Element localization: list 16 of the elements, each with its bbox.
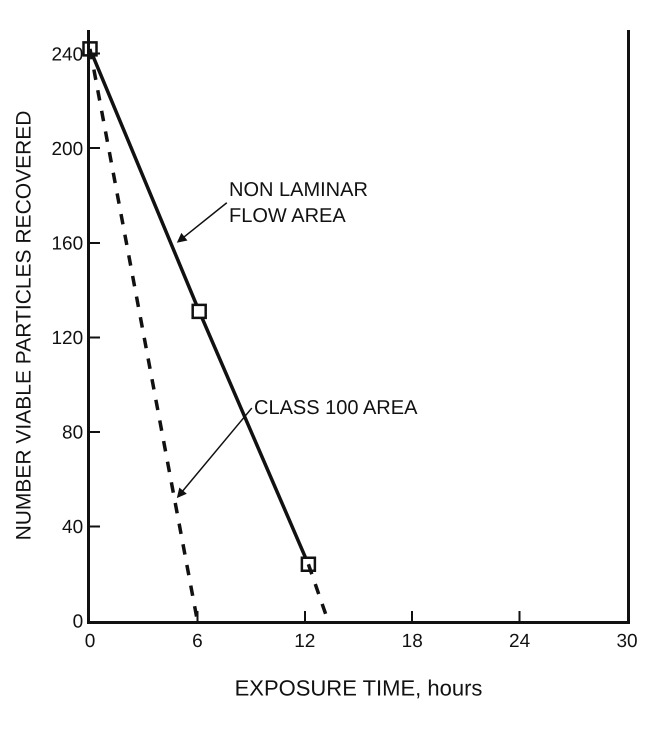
x-tick-label: 12 [294, 630, 316, 652]
x-axis-title: EXPOSURE TIME, hours [234, 676, 482, 701]
y-tick-label: 80 [62, 422, 84, 444]
annotation: CLASS 100 AREA [254, 397, 418, 419]
y-tick-label: 0 [72, 612, 84, 633]
annotation: NON LAMINAR FLOW AREA [229, 179, 368, 227]
y-tick-label: 160 [51, 233, 84, 254]
y-tick-label: 40 [62, 517, 84, 538]
x-tick-label: 6 [192, 630, 203, 652]
y-tick-label: 200 [51, 138, 84, 160]
x-tick-label: 24 [509, 630, 531, 652]
y-tick-label: 120 [51, 328, 84, 349]
y-tick-label: 240 [51, 44, 84, 66]
x-tick-label: 30 [616, 630, 638, 652]
x-tick-label: 18 [402, 630, 423, 652]
y-axis-title: NUMBER VIABLE PARTICLES RECOVERED [12, 110, 36, 540]
